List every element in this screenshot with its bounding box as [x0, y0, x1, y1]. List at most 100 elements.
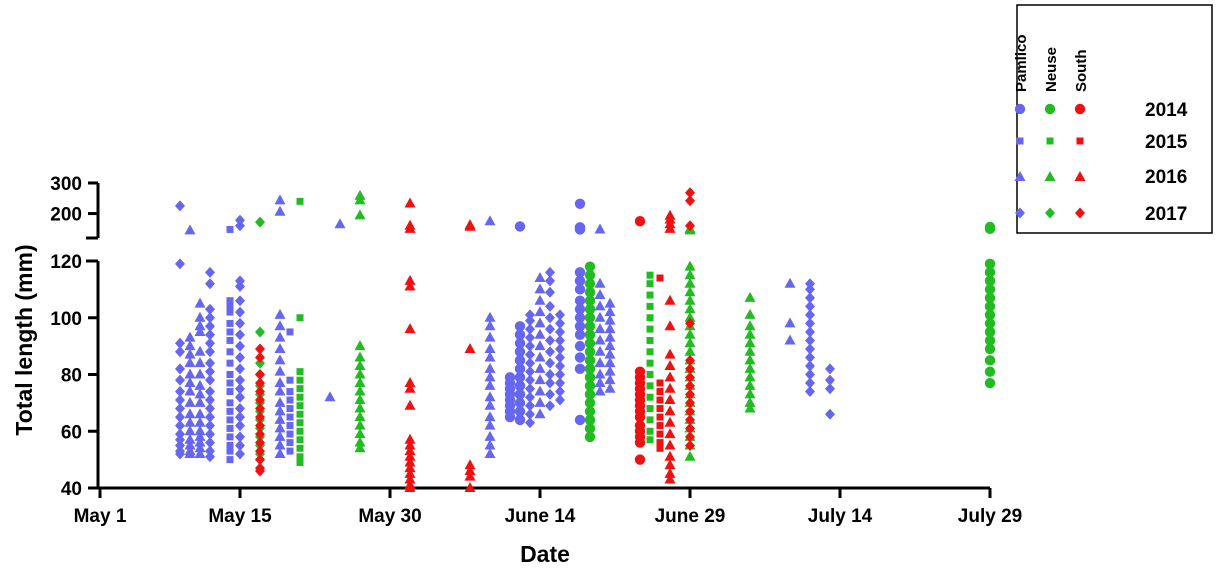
data-point [584, 380, 596, 392]
data-point [404, 482, 416, 492]
data-point [984, 258, 996, 270]
data-point [646, 302, 654, 310]
data-point [175, 420, 185, 432]
data-point [235, 275, 245, 287]
data-point [194, 388, 206, 399]
data-point [205, 403, 215, 415]
data-point [484, 379, 496, 390]
data-point [286, 328, 294, 336]
data-point [525, 332, 535, 344]
data-point [984, 284, 996, 295]
data-point [684, 286, 696, 297]
data-point [604, 306, 616, 317]
data-point [534, 396, 546, 407]
data-point [685, 317, 695, 329]
data-point [404, 450, 416, 461]
data-point [354, 436, 366, 447]
data-point [685, 195, 695, 207]
data-point [646, 336, 654, 344]
data-point [205, 437, 215, 449]
data-point [646, 436, 654, 444]
data-point [175, 439, 185, 451]
x-tick-label: June 29 [655, 506, 726, 527]
data-point [656, 444, 664, 452]
data-point [255, 369, 265, 380]
data-point [545, 286, 555, 298]
data-point [684, 294, 696, 305]
data-point [184, 408, 196, 419]
data-point [525, 323, 535, 335]
data-point [555, 369, 565, 380]
data-point [784, 334, 796, 345]
data-point [685, 414, 695, 426]
data-point [194, 357, 206, 368]
data-point [255, 465, 265, 477]
data-point [555, 351, 565, 363]
data-point [194, 436, 206, 447]
data-point [274, 377, 286, 388]
data-point [805, 292, 815, 304]
data-point [594, 334, 606, 345]
data-point [255, 343, 265, 355]
data-point [584, 389, 596, 400]
data-point [646, 314, 654, 322]
legend-marker [1075, 207, 1085, 219]
data-point [255, 326, 265, 338]
data-point [464, 459, 476, 470]
y-tick-label: 80 [61, 366, 82, 387]
data-point [514, 414, 526, 426]
y-tick-label: 300 [50, 174, 82, 195]
data-point [484, 430, 496, 441]
data-point [685, 439, 695, 451]
data-point [184, 377, 196, 388]
data-point [354, 394, 366, 405]
data-point [656, 396, 664, 404]
data-point [604, 340, 616, 351]
data-point [175, 200, 185, 212]
data-point [574, 329, 586, 340]
data-point [744, 388, 756, 399]
data-point [534, 317, 546, 328]
data-point [226, 348, 234, 356]
data-point [805, 334, 815, 346]
data-point [525, 309, 535, 321]
data-point [296, 197, 304, 205]
data-point [175, 374, 185, 386]
data-point [194, 396, 206, 407]
data-point [404, 473, 416, 484]
data-point [175, 448, 185, 460]
data-point [514, 346, 526, 357]
data-point [825, 374, 835, 386]
data-point [205, 386, 215, 398]
data-point [175, 337, 185, 349]
data-point [255, 394, 265, 406]
data-point [194, 368, 206, 379]
legend-label-2014: 2014 [1145, 100, 1188, 121]
data-point [545, 266, 555, 278]
data-point [255, 403, 265, 415]
data-point [255, 454, 265, 466]
data-point [235, 439, 245, 451]
data-point [664, 405, 676, 416]
data-point [464, 220, 476, 231]
data-point [484, 439, 496, 450]
data-point [504, 411, 516, 423]
data-point [656, 379, 664, 387]
data-point [296, 453, 304, 461]
data-point [205, 320, 215, 332]
data-point [235, 329, 245, 341]
data-point [514, 372, 526, 383]
x-tick-label: May 1 [74, 506, 127, 527]
data-point [274, 422, 286, 433]
data-point [525, 374, 535, 386]
tick-labels: May 1 May 15 May 30 June 14 June 29 July 14 Ju… [50, 174, 1022, 527]
data-point [274, 385, 286, 396]
legend-marker [1074, 171, 1086, 181]
data-point [484, 399, 496, 410]
data-point [184, 357, 196, 368]
data-point [404, 382, 416, 393]
data-point [984, 343, 996, 355]
data-point [226, 456, 234, 464]
data-point [286, 439, 294, 447]
data-point [664, 416, 676, 427]
